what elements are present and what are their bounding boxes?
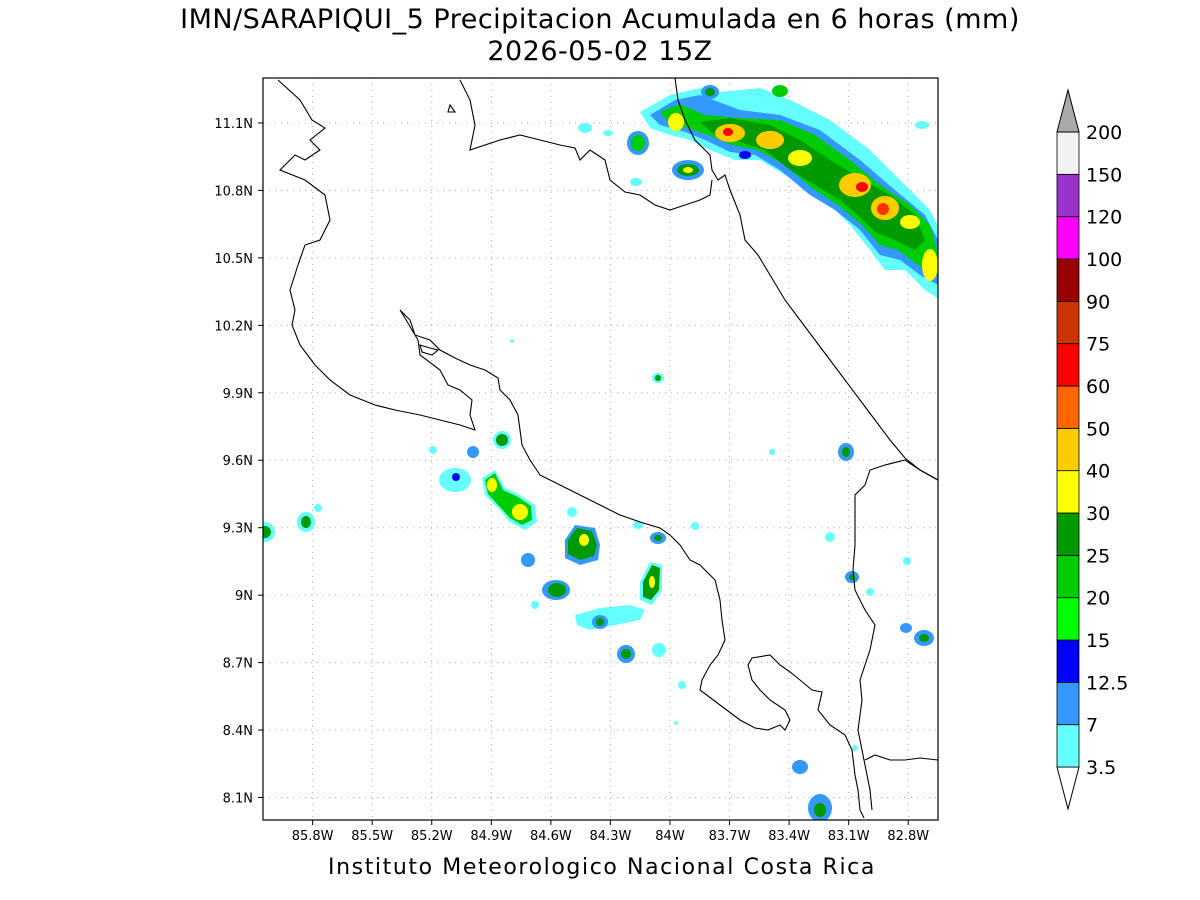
colorbar-high-arrow xyxy=(1056,88,1080,133)
colorbar-label: 20 xyxy=(1086,588,1110,610)
precip-cells-east xyxy=(792,443,934,820)
colorbar-swatch xyxy=(1056,470,1080,514)
coastline-caribbean-nicaragua-border xyxy=(674,78,938,481)
map-title: IMN/SARAPIQUI_5 Precipitacion Acumulada … xyxy=(180,4,1020,35)
x-tick-label: 82.8W xyxy=(887,829,929,844)
x-axis-longitude: 85.8W 85.5W 85.2W 84.9W 84.6W 84.3W 84W 83.7W 83… xyxy=(292,820,929,844)
map-frame xyxy=(262,77,939,821)
colorbar-label: 25 xyxy=(1086,545,1110,567)
colorbar-swatch xyxy=(1056,300,1080,345)
colorbar-swatch xyxy=(1056,554,1080,599)
x-tick-label: 85.8W xyxy=(292,829,334,844)
colorbar-swatch xyxy=(1056,681,1080,726)
y-tick-label: 8.7N xyxy=(223,657,253,672)
precipitation-field xyxy=(263,85,938,820)
colorbar-swatch xyxy=(1056,173,1080,218)
colorbar-label: 12.5 xyxy=(1086,672,1128,694)
border-panama xyxy=(852,459,938,811)
y-tick-label: 8.1N xyxy=(223,792,253,807)
y-tick-label: 8.4N xyxy=(223,724,253,739)
x-tick-label: 84W xyxy=(655,829,685,844)
colorbar-swatch xyxy=(1056,216,1080,260)
x-tick-label: 85.5W xyxy=(351,829,393,844)
colorbar-label: 120 xyxy=(1086,207,1122,229)
colorbar-legend: 3.5 7 12.5 15 20 25 30 40 50 60 75 90 100 120 150 200 xyxy=(1056,88,1128,811)
x-tick-label: 84.3W xyxy=(590,829,632,844)
colorbar-label: 60 xyxy=(1086,376,1110,398)
x-tick-label: 83.7W xyxy=(709,829,751,844)
colorbar-swatch xyxy=(1056,385,1080,429)
colorbar-swatch xyxy=(1056,343,1080,387)
colorbar-label: 15 xyxy=(1086,630,1110,652)
graticule-grid xyxy=(263,78,938,820)
colorbar-label: 30 xyxy=(1086,503,1110,525)
coastlines-borders xyxy=(277,78,938,819)
y-tick-label: 9.6N xyxy=(223,454,253,469)
colorbar-swatch xyxy=(1056,131,1080,175)
colorbar-swatch xyxy=(1056,639,1080,683)
colorbar-label: 200 xyxy=(1086,122,1122,144)
x-tick-label: 83.4W xyxy=(768,829,810,844)
colorbar-label: 50 xyxy=(1086,418,1110,440)
colorbar-swatch xyxy=(1056,258,1080,302)
colorbar-swatch xyxy=(1056,427,1080,472)
y-tick-label: 9.9N xyxy=(223,387,253,402)
colorbar-swatch xyxy=(1056,597,1080,641)
precip-cells-central xyxy=(263,339,775,725)
colorbar-swatch xyxy=(1056,512,1080,556)
y-tick-label: 10.2N xyxy=(214,319,253,334)
colorbar-label: 3.5 xyxy=(1086,757,1116,779)
coastline-pacific xyxy=(277,79,865,819)
y-tick-label: 9.3N xyxy=(223,522,253,537)
colorbar-label: 150 xyxy=(1086,164,1122,186)
x-tick-label: 84.6W xyxy=(530,829,572,844)
x-tick-label: 85.2W xyxy=(411,829,453,844)
colorbar-label: 75 xyxy=(1086,334,1110,356)
y-tick-label: 10.5N xyxy=(214,252,253,267)
colorbar-label: 7 xyxy=(1086,715,1098,737)
border-nicaragua xyxy=(459,79,713,211)
y-tick-label: 11.1N xyxy=(214,117,253,132)
colorbar-low-arrow xyxy=(1056,766,1080,811)
y-axis-latitude: 11.1N 10.8N 10.5N 10.2N 9.9N 9.6N 9.3N 9N 8.7N 8.… xyxy=(214,117,263,807)
map-subtitle-datetime: 2026-05-02 15Z xyxy=(487,36,713,67)
colorbar-swatch xyxy=(1056,724,1080,768)
colorbar-label: 40 xyxy=(1086,461,1110,483)
x-tick-label: 83.1W xyxy=(828,829,870,844)
y-tick-label: 10.8N xyxy=(214,184,253,199)
footer-credit: Instituto Meteorologico Nacional Costa R… xyxy=(328,855,876,880)
colorbar-label: 100 xyxy=(1086,249,1122,271)
y-tick-label: 9N xyxy=(235,589,253,604)
colorbar-label: 90 xyxy=(1086,291,1110,313)
precip-cluster-north-band xyxy=(578,85,938,299)
x-tick-label: 84.9W xyxy=(470,829,512,844)
